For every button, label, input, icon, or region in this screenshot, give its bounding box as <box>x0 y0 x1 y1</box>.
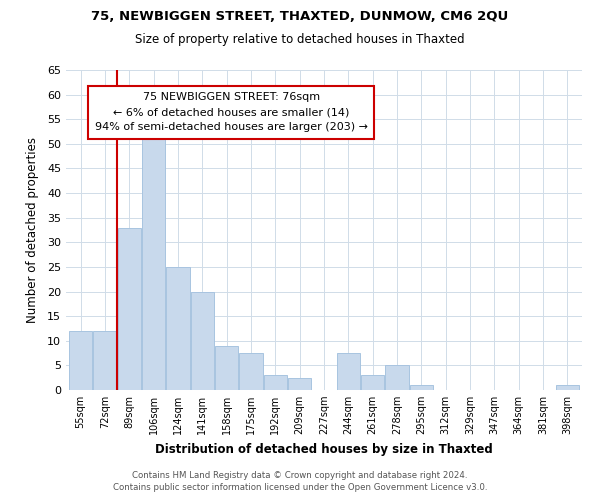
Bar <box>239 353 263 390</box>
Bar <box>94 331 116 390</box>
Bar <box>410 385 433 390</box>
Bar <box>337 353 360 390</box>
Bar <box>215 346 238 390</box>
Text: 75, NEWBIGGEN STREET, THAXTED, DUNMOW, CM6 2QU: 75, NEWBIGGEN STREET, THAXTED, DUNMOW, C… <box>91 10 509 23</box>
Bar <box>264 375 287 390</box>
Bar <box>118 228 141 390</box>
Bar <box>288 378 311 390</box>
X-axis label: Distribution of detached houses by size in Thaxted: Distribution of detached houses by size … <box>155 442 493 456</box>
Text: Size of property relative to detached houses in Thaxted: Size of property relative to detached ho… <box>135 32 465 46</box>
Bar <box>69 331 92 390</box>
Bar <box>385 366 409 390</box>
Bar <box>191 292 214 390</box>
Text: Contains public sector information licensed under the Open Government Licence v3: Contains public sector information licen… <box>113 484 487 492</box>
Bar <box>166 267 190 390</box>
Bar <box>361 375 384 390</box>
Bar <box>142 129 165 390</box>
Text: Contains HM Land Registry data © Crown copyright and database right 2024.: Contains HM Land Registry data © Crown c… <box>132 471 468 480</box>
Y-axis label: Number of detached properties: Number of detached properties <box>26 137 38 323</box>
Text: 75 NEWBIGGEN STREET: 76sqm
← 6% of detached houses are smaller (14)
94% of semi-: 75 NEWBIGGEN STREET: 76sqm ← 6% of detac… <box>95 92 368 132</box>
Bar <box>556 385 579 390</box>
